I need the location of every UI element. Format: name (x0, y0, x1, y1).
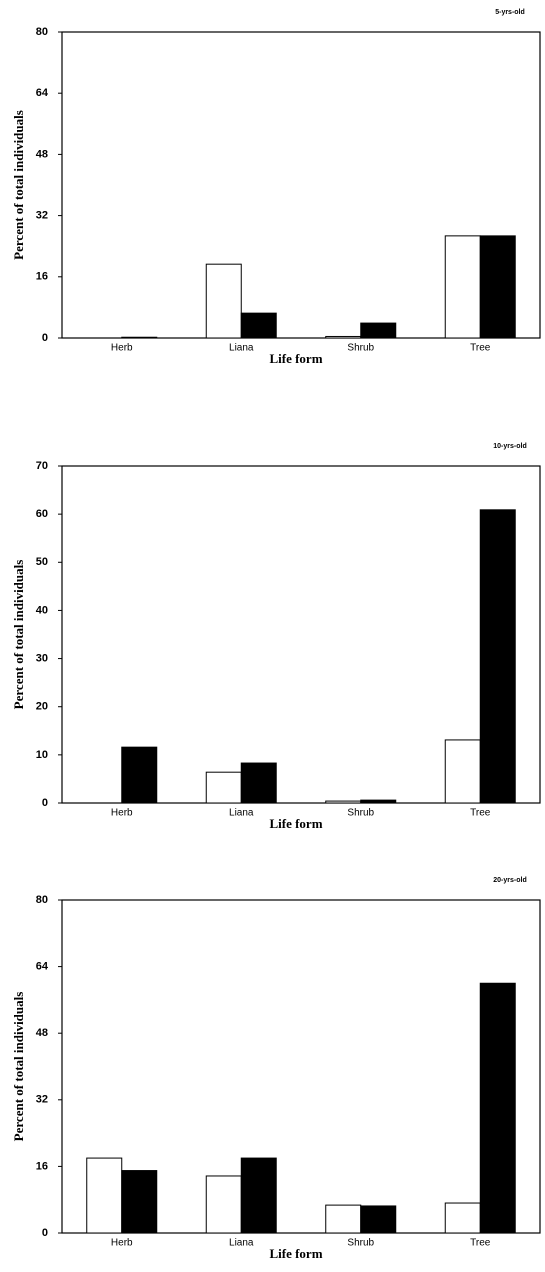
y-tick-label: 48 (36, 1027, 48, 1039)
y-tick-label: 10 (36, 749, 48, 761)
plot-frame (61, 31, 541, 339)
x-tick-label: Tree (470, 343, 491, 354)
x-tick-label: Liana (229, 343, 254, 354)
y-tick-label: 0 (42, 332, 48, 344)
y-tick-label: 50 (36, 556, 48, 568)
bar (325, 335, 362, 339)
x-tick-label: Tree (470, 1238, 491, 1249)
bar (121, 1170, 158, 1234)
x-axis-label: Life form (269, 351, 322, 366)
x-tick-label: Shrub (347, 808, 374, 819)
bar (240, 762, 277, 804)
bar (444, 235, 481, 339)
y-tick-label: 40 (36, 604, 48, 616)
x-tick-label: Shrub (347, 1238, 374, 1249)
bar (325, 1204, 362, 1234)
bar (360, 322, 397, 339)
y-tick-label: 64 (36, 961, 49, 973)
bar (479, 235, 516, 339)
x-tick-label: Liana (229, 1238, 254, 1249)
x-tick-label: Herb (111, 343, 133, 354)
x-tick-label: Liana (229, 808, 254, 819)
y-axis-label: Percent of total individuals (11, 110, 26, 260)
x-tick-label: Herb (111, 1238, 133, 1249)
bar (360, 799, 397, 804)
annotation: 10-yrs-old (493, 443, 526, 450)
y-tick-label: 16 (36, 1160, 48, 1172)
bar (444, 1202, 481, 1234)
y-tick-label: 32 (36, 210, 48, 222)
bar (240, 312, 277, 339)
bar (205, 263, 242, 339)
bar (240, 1157, 277, 1234)
x-tick-label: Shrub (347, 343, 374, 354)
bar (205, 771, 242, 804)
y-tick-label: 80 (36, 26, 48, 38)
y-tick-label: 30 (36, 652, 48, 664)
x-tick-label: Tree (470, 808, 491, 819)
y-axis-label: Percent of total individuals (11, 992, 26, 1142)
plot-frame (61, 899, 541, 1234)
annotation: 20-yrs-old (493, 877, 526, 884)
y-tick-label: 16 (36, 271, 48, 283)
y-tick-label: 70 (36, 460, 48, 472)
bar (121, 336, 158, 339)
y-tick-label: 64 (36, 87, 49, 99)
bar (86, 1157, 123, 1234)
y-tick-label: 32 (36, 1094, 48, 1106)
x-tick-label: Herb (111, 808, 133, 819)
y-tick-label: 48 (36, 148, 48, 160)
bar (444, 739, 481, 804)
annotation: 5-yrs-old (495, 9, 525, 16)
bar (121, 746, 158, 804)
bar (325, 800, 362, 804)
y-tick-label: 0 (42, 1227, 48, 1239)
y-tick-label: 80 (36, 894, 48, 906)
x-axis-label: Life form (269, 1246, 322, 1261)
x-axis-label: Life form (269, 816, 322, 831)
y-tick-label: 60 (36, 508, 48, 520)
y-axis-label: Percent of total individuals (11, 560, 26, 710)
bar (205, 1175, 242, 1234)
bar (479, 509, 516, 804)
bar (479, 982, 516, 1234)
y-tick-label: 20 (36, 701, 48, 713)
plot-frame (61, 465, 541, 804)
y-tick-label: 0 (42, 797, 48, 809)
bar (360, 1205, 397, 1234)
